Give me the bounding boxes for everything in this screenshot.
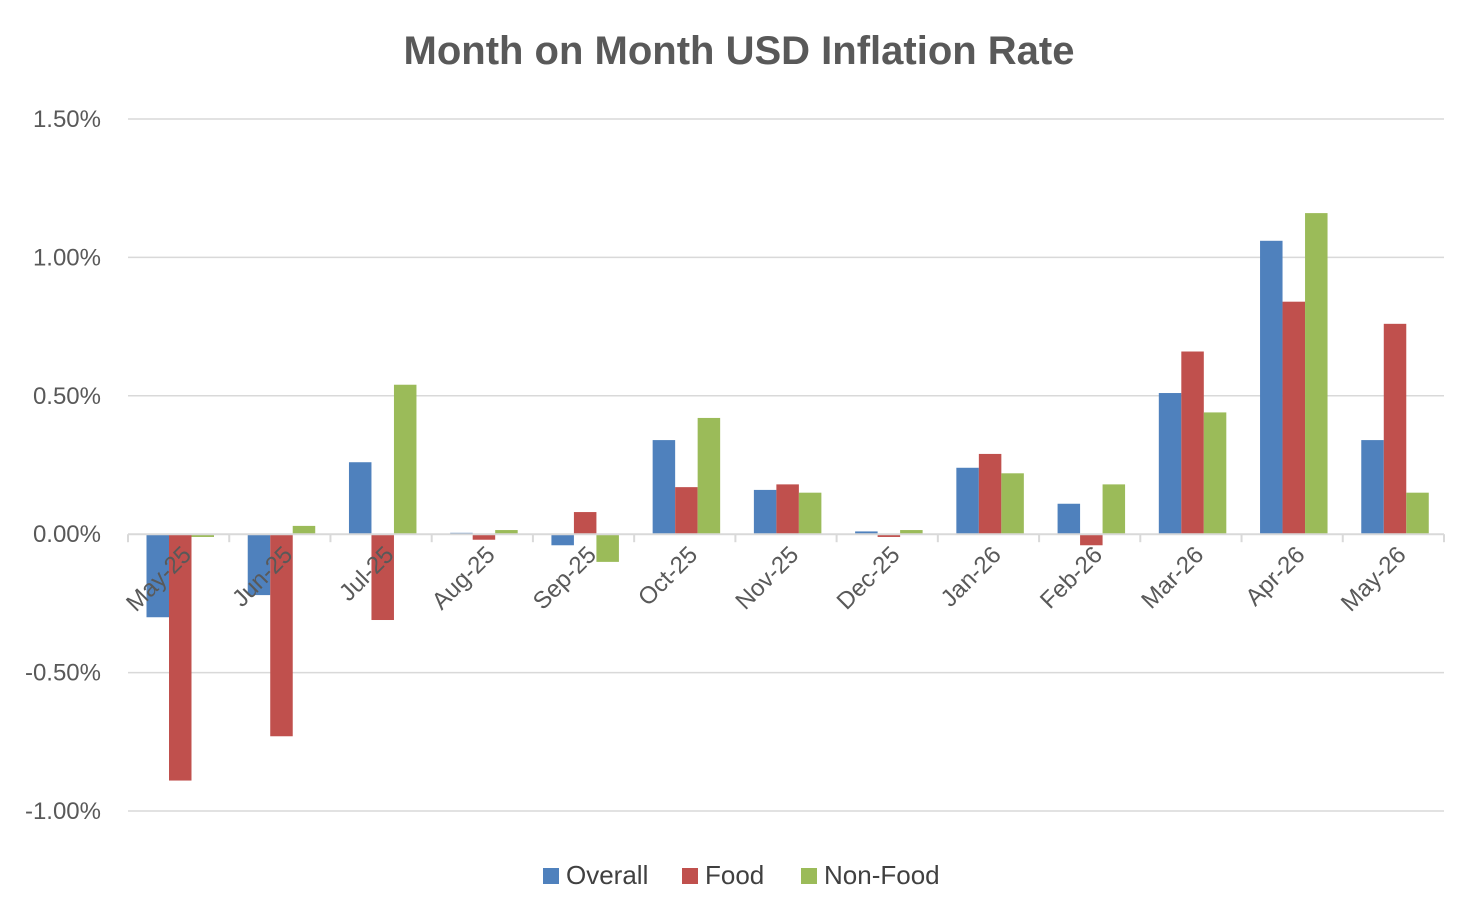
bar-non-food-apr-26 <box>1305 213 1328 535</box>
bar-non-food-aug-25 <box>495 530 518 535</box>
bar-food-oct-25 <box>675 487 698 535</box>
bar-food-jan-26 <box>978 453 1002 535</box>
bar-overall-may-26 <box>1361 440 1384 535</box>
x-tick-label: Apr-26 <box>1240 541 1310 611</box>
bar-food-jun-25 <box>270 534 293 737</box>
gridlines <box>128 118 1444 812</box>
bar-non-food-jul-25 <box>393 384 417 535</box>
x-tick-label: Dec-25 <box>832 541 906 615</box>
x-tick-label: Aug-25 <box>427 541 501 615</box>
bar-overall-nov-25 <box>753 489 777 535</box>
x-tick-label: Feb-26 <box>1035 541 1108 614</box>
legend: Overall Food Non-Food <box>543 860 940 890</box>
bar-non-food-nov-25 <box>798 492 822 535</box>
bar-overall-jun-25 <box>247 534 271 596</box>
bar-overall-feb-26 <box>1057 503 1081 535</box>
bar-overall-sep-25 <box>551 534 574 546</box>
bar-food-apr-26 <box>1282 301 1306 535</box>
bar-overall-apr-26 <box>1260 240 1283 535</box>
bar-food-sep-25 <box>573 512 597 535</box>
legend-swatch-food <box>682 868 698 884</box>
legend-label-non-food: Non-Food <box>824 860 940 890</box>
bar-food-may-26 <box>1383 323 1407 535</box>
bar-overall-mar-26 <box>1158 393 1182 535</box>
bar-food-jul-25 <box>371 534 394 621</box>
bar-overall-jan-26 <box>956 467 979 535</box>
legend-swatch-non-food <box>801 868 817 884</box>
bar-overall-jul-25 <box>348 462 372 535</box>
x-tick-label: Mar-26 <box>1136 541 1209 614</box>
bar-non-food-dec-25 <box>900 530 923 535</box>
bar-non-food-sep-25 <box>596 534 619 562</box>
bar-overall-may-25 <box>146 534 169 618</box>
bar-food-aug-25 <box>472 534 496 540</box>
x-tick-label: Jan-26 <box>936 541 1007 612</box>
legend-label-overall: Overall <box>566 860 648 890</box>
y-tick-label: 1.00% <box>33 244 101 271</box>
y-tick-label: 1.50% <box>33 106 101 133</box>
bars <box>146 213 1429 781</box>
y-tick-label: -1.00% <box>25 798 101 825</box>
bar-non-food-may-25 <box>191 534 214 537</box>
y-tick-label: 0.50% <box>33 383 101 410</box>
x-tick-label: Oct-25 <box>633 541 703 611</box>
bar-overall-oct-25 <box>652 440 676 535</box>
x-axis <box>127 533 1445 543</box>
y-tick-label: -0.50% <box>25 660 101 687</box>
bar-food-nov-25 <box>776 484 799 535</box>
legend-label-food: Food <box>705 860 764 890</box>
y-tick-label: 0.00% <box>33 521 101 548</box>
bar-non-food-oct-25 <box>697 417 721 535</box>
bar-non-food-may-26 <box>1406 492 1429 535</box>
bar-food-feb-26 <box>1080 534 1103 546</box>
bar-non-food-jun-25 <box>292 525 316 535</box>
bar-food-dec-25 <box>877 534 901 537</box>
legend-swatch-overall <box>543 868 559 884</box>
x-tick-label: Sep-25 <box>528 541 602 615</box>
x-tick-label: Nov-25 <box>730 541 804 615</box>
y-axis-ticks: -1.00% -0.50% 0.00% 0.50% 1.00% 1.50% <box>25 106 101 825</box>
chart-title: Month on Month USD Inflation Rate <box>404 29 1075 73</box>
bar-food-may-25 <box>169 534 192 781</box>
bar-overall-dec-25 <box>855 531 878 535</box>
x-axis-ticks: May-25 Jun-25 Jul-25 Aug-25 Sep-25 Oct-25 Nov-… <box>121 541 1411 617</box>
bar-non-food-feb-26 <box>1102 484 1126 535</box>
x-tick-label: May-26 <box>1336 541 1412 617</box>
bar-non-food-mar-26 <box>1203 412 1227 535</box>
bar-food-mar-26 <box>1181 351 1204 535</box>
bar-non-food-jan-26 <box>1001 473 1024 535</box>
